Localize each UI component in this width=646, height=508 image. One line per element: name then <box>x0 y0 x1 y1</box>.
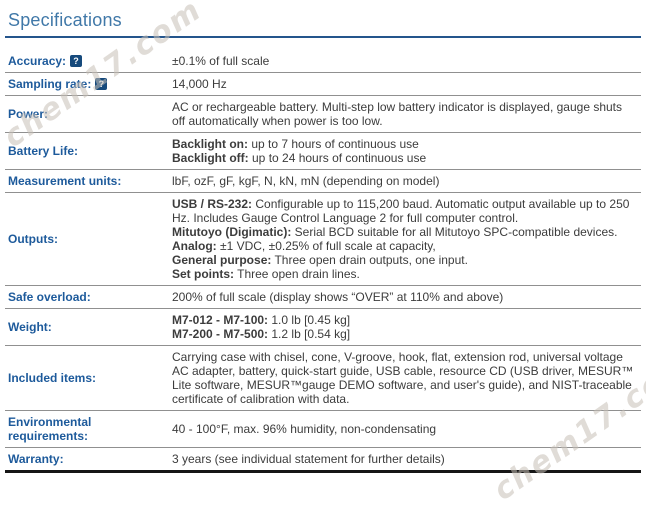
row-value-bold-prefix: USB / RS-232: <box>172 197 253 211</box>
row-value-cell: AC or rechargeable battery. Multi-step l… <box>172 100 641 128</box>
row-value-cell: 3 years (see individual statement for fu… <box>172 452 641 466</box>
row-value-line: ±0.1% of full scale <box>172 54 270 68</box>
table-row: Accuracy:? ±0.1% of full scale <box>5 50 641 73</box>
row-value-bold-prefix: Backlight off: <box>172 151 249 165</box>
specifications-table: Accuracy:? ±0.1% of full scale Sampling ra… <box>5 50 641 473</box>
row-value-cell: M7-012 - M7-100: 1.0 lb [0.45 kg] M7-200 … <box>172 313 641 341</box>
row-value-bold-prefix: M7-012 - M7-100: <box>172 313 269 327</box>
row-label-cell: Battery Life: <box>5 144 172 158</box>
row-value-bold-prefix: Backlight on: <box>172 137 249 151</box>
row-value-line: M7-200 - M7-500: 1.2 lb [0.54 kg] <box>172 327 351 341</box>
row-value-line: USB / RS-232: Configurable up to 115,200… <box>172 197 630 225</box>
row-value-bold-prefix: Set points: <box>172 267 234 281</box>
row-label-cell: Measurement units: <box>5 174 172 188</box>
row-label: Warranty: <box>8 452 64 466</box>
row-label-cell: Power: <box>5 107 172 121</box>
row-value-line: AC or rechargeable battery. Multi-step l… <box>172 100 623 128</box>
row-label: Accuracy: <box>8 54 67 68</box>
table-row: Power: AC or rechargeable battery. Multi-… <box>5 96 641 133</box>
help-icon[interactable]: ? <box>95 78 108 90</box>
table-row: Warranty: 3 years (see individual stateme… <box>5 448 641 470</box>
row-value-cell: USB / RS-232: Configurable up to 115,200… <box>172 197 641 281</box>
row-label-cell: Accuracy:? <box>5 54 172 68</box>
table-row: Weight: M7-012 - M7-100: 1.0 lb [0.45 kg]… <box>5 309 641 346</box>
row-value-cell: Carrying case with chisel, cone, V-groov… <box>172 350 641 406</box>
row-value-line: Backlight on: up to 7 hours of continuou… <box>172 137 419 151</box>
table-row: Included items: Carrying case with chisel… <box>5 346 641 411</box>
row-value-line: M7-012 - M7-100: 1.0 lb [0.45 kg] <box>172 313 351 327</box>
row-label: Safe overload: <box>8 290 91 304</box>
help-icon[interactable]: ? <box>70 55 83 67</box>
table-row: Outputs: USB / RS-232: Configurable up to… <box>5 193 641 286</box>
row-label-cell: Weight: <box>5 320 172 334</box>
row-value-cell: 200% of full scale (display shows “OVER”… <box>172 290 641 304</box>
row-label-cell: Safe overload: <box>5 290 172 304</box>
row-label: Measurement units: <box>8 174 122 188</box>
row-value-cell: ±0.1% of full scale <box>172 54 641 68</box>
row-label: Weight: <box>8 320 52 334</box>
row-value-line: 200% of full scale (display shows “OVER”… <box>172 290 504 304</box>
row-label: Included items: <box>8 371 97 385</box>
row-label-cell: Included items: <box>5 371 172 385</box>
row-label: Power: <box>8 107 49 121</box>
row-value-line: Mitutoyo (Digimatic): Serial BCD suitabl… <box>172 225 618 239</box>
row-value-line: 40 - 100°F, max. 96% humidity, non-conde… <box>172 422 437 436</box>
table-row: Measurement units: lbF, ozF, gF, kgF, N, … <box>5 170 641 193</box>
table-row: Safe overload: 200% of full scale (displa… <box>5 286 641 309</box>
page-title: Specifications <box>8 10 122 30</box>
row-value-line: lbF, ozF, gF, kgF, N, kN, mN (depending … <box>172 174 440 188</box>
row-value-cell: Backlight on: up to 7 hours of continuou… <box>172 137 641 165</box>
row-label-cell: Environmental requirements: <box>5 415 172 443</box>
row-value-cell: 40 - 100°F, max. 96% humidity, non-conde… <box>172 422 641 436</box>
row-value-line: Set points: Three open drain lines. <box>172 267 360 281</box>
table-row: Environmental requirements: 40 - 100°F, m… <box>5 411 641 448</box>
title-divider <box>5 36 641 38</box>
row-value-bold-prefix: Mitutoyo (Digimatic): <box>172 225 292 239</box>
table-row: Battery Life: Backlight on: up to 7 hours… <box>5 133 641 170</box>
row-value-line: Carrying case with chisel, cone, V-groov… <box>172 350 634 406</box>
table-row: Sampling rate:? 14,000 Hz <box>5 73 641 96</box>
row-value-cell: 14,000 Hz <box>172 77 641 91</box>
row-label-cell: Sampling rate:? <box>5 77 172 91</box>
row-value-bold-prefix: General purpose: <box>172 253 272 267</box>
row-value-cell: lbF, ozF, gF, kgF, N, kN, mN (depending … <box>172 174 641 188</box>
row-value-line: Analog: ±1 VDC, ±0.25% of full scale at … <box>172 239 436 253</box>
row-label-cell: Outputs: <box>5 232 172 246</box>
row-label: Sampling rate: <box>8 77 92 91</box>
row-label: Battery Life: <box>8 144 79 158</box>
row-label: Environmental requirements: <box>8 415 92 443</box>
row-value-line: 3 years (see individual statement for fu… <box>172 452 445 466</box>
row-value-line: General purpose: Three open drain output… <box>172 253 468 267</box>
row-value-line: Backlight off: up to 24 hours of continu… <box>172 151 427 165</box>
row-value-line: 14,000 Hz <box>172 77 227 91</box>
row-value-bold-prefix: Analog: <box>172 239 217 253</box>
row-label-cell: Warranty: <box>5 452 172 466</box>
row-value-bold-prefix: M7-200 - M7-500: <box>172 327 269 341</box>
row-label: Outputs: <box>8 232 58 246</box>
